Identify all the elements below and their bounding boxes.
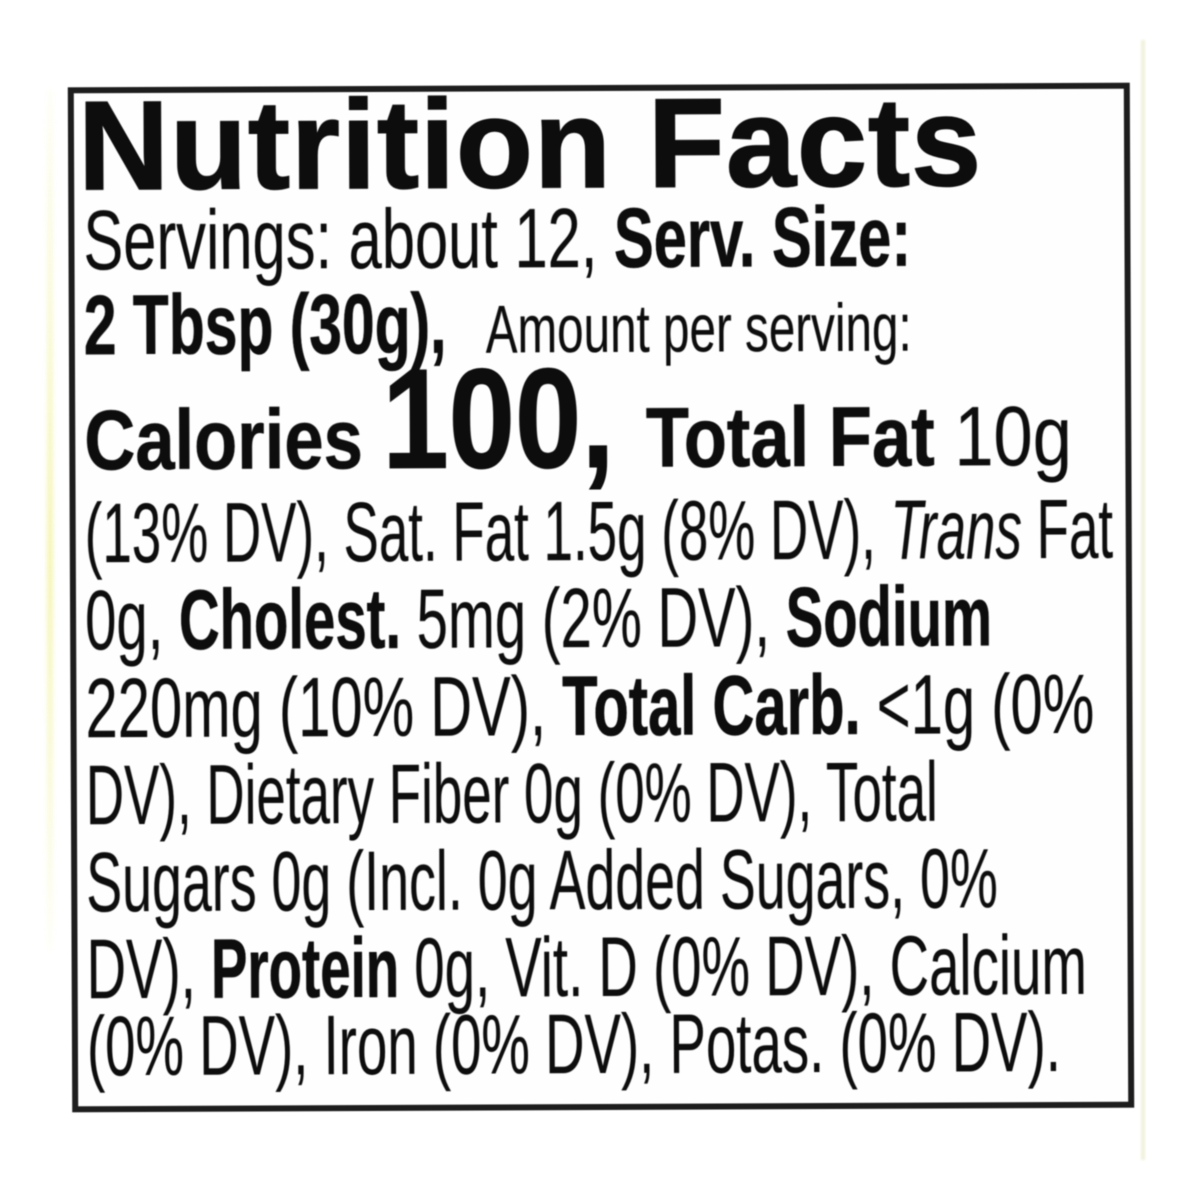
trans-fat-value: 0g, bbox=[84, 572, 180, 668]
sat-fat-text: (13% DV), Sat. Fat 1.5g (8% DV), bbox=[84, 482, 891, 581]
cholesterol-value: 5mg (2% DV), bbox=[400, 570, 786, 666]
servings-count: Servings: about 12, bbox=[83, 190, 615, 288]
package-edge-glare-left bbox=[47, 90, 53, 950]
total-fat-value: 10g bbox=[954, 388, 1073, 484]
cholesterol-label: Cholest. bbox=[178, 571, 402, 667]
package-edge-glare-right bbox=[1141, 40, 1145, 1160]
calories-value: 100, bbox=[381, 338, 615, 499]
sodium-value: 220mg (10% DV), bbox=[85, 659, 563, 756]
nutrition-facts-panel: Nutrition Facts Servings: about 12, Serv… bbox=[67, 71, 1135, 1113]
sugars-text: Sugars 0g (Incl. 0g Added Sugars, 0% bbox=[86, 831, 998, 930]
fiber-text: DV), Dietary Fiber 0g (0% DV), Total bbox=[85, 744, 938, 843]
minerals-line: (0% DV), Iron (0% DV), Potas. (0% DV). bbox=[87, 995, 1061, 1093]
fiber-line: DV), Dietary Fiber 0g (0% DV), Total bbox=[86, 745, 938, 843]
sugars-line: Sugars 0g (Incl. 0g Added Sugars, 0% bbox=[86, 831, 998, 929]
serving-size-label: Serv. Size: bbox=[613, 189, 912, 285]
total-carb-value: <1g (0% bbox=[860, 656, 1095, 752]
trans-fat-italic: Trans bbox=[890, 482, 1023, 577]
trans-fat-word: Fat bbox=[1021, 481, 1114, 577]
total-carb-label: Total Carb. bbox=[562, 657, 861, 754]
sodium-carb-line: 220mg (10% DV), Total Carb. <1g (0% bbox=[85, 657, 1094, 755]
minerals-text: (0% DV), Iron (0% DV), Potas. (0% DV). bbox=[86, 994, 1062, 1094]
total-fat-label: Total Fat bbox=[626, 389, 955, 485]
cholesterol-sodium-line: 0g, Cholest. 5mg (2% DV), Sodium bbox=[85, 569, 993, 667]
sodium-label: Sodium bbox=[785, 569, 993, 665]
fat-detail-line: (13% DV), Sat. Fat 1.5g (8% DV), Trans F… bbox=[85, 482, 1114, 580]
calories-line: Calories 100, Total Fat 10g bbox=[84, 338, 1073, 499]
calories-label: Calories bbox=[84, 391, 383, 488]
servings-line: Servings: about 12, Serv. Size: bbox=[83, 189, 911, 287]
